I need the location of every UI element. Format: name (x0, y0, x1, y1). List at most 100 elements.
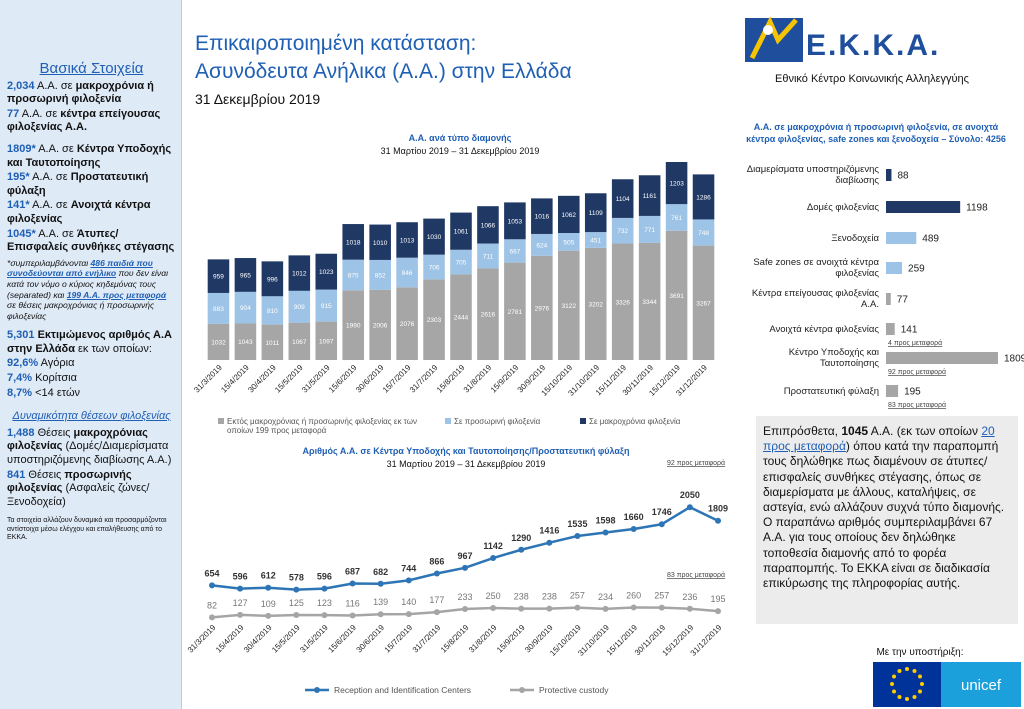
bar-segment (396, 287, 418, 360)
value-label: 1142 (483, 541, 503, 551)
point (518, 605, 525, 612)
legend-swatch (218, 418, 224, 424)
point (377, 580, 384, 587)
value-label: 1746 (652, 507, 672, 517)
value-label: 250 (486, 591, 501, 601)
bar-segment (638, 242, 661, 360)
text-run: ) όπου κατά την παραπομπή τους δηλώθηκε … (763, 439, 1005, 591)
text-run: που δεν είναι κατά τον νόμο ο κύριος κηδ… (7, 268, 169, 300)
value-label: 3202 (589, 301, 604, 308)
value-label: 177 (429, 595, 444, 605)
value-label: 1290 (511, 533, 531, 543)
value-label: 1198 (966, 203, 988, 214)
legend-item: Εκτός μακροχρόνιας ή προσωρινής φιλοξενί… (218, 417, 442, 435)
bar-segment (369, 259, 391, 290)
bar-segment (584, 247, 607, 360)
x-tick-label: 15/5/2019 (270, 623, 302, 655)
logo-icon (745, 16, 803, 62)
value-label: 705 (456, 260, 467, 267)
text-run: μακροχρόνιας φιλοξενίας (7, 426, 148, 453)
value-label: 257 (570, 591, 585, 601)
text-run: προσωρινής φιλοξενίας (7, 468, 132, 495)
value-label: 687 (345, 567, 360, 577)
bar-segment (638, 215, 661, 243)
note-label: 4 προς μεταφορά (888, 339, 942, 347)
sidebar-item: 141* Α.Α. σε Ανοιχτά κέντρα φιλοξενίας (7, 199, 176, 226)
value-label: 2006 (373, 322, 388, 329)
text-run: Ανοιχτά κέντρα φιλοξενίας (7, 199, 151, 225)
note-label: 92 προς μεταφορά (888, 368, 946, 376)
bar-segment (531, 198, 553, 234)
text-run: Άτυπες/Επισφαλείς συνθήκες στέγασης (7, 227, 175, 254)
value-label: 257 (654, 591, 669, 601)
sidebar-item: *συμπεριλαμβάνονται 486 παιδιά που συνοδ… (7, 258, 176, 322)
text-run: 1,488 (7, 426, 35, 439)
star (917, 674, 922, 679)
value-label: 667 (509, 248, 520, 255)
category-label: Ξενοδοχεία (831, 232, 879, 244)
text-run: 841 (7, 468, 26, 481)
legend-label: Εκτός μακροχρόνιας ή προσωρινής φιλοξενί… (227, 417, 417, 435)
bar-segment (450, 249, 472, 275)
point (462, 564, 468, 571)
bar-segment (665, 204, 688, 231)
value-label: 706 (429, 265, 440, 272)
bar-segment (450, 274, 472, 360)
value-label: 1809 (708, 504, 728, 514)
point (490, 605, 497, 611)
value-label: 1062 (562, 212, 577, 219)
value-label: 116 (345, 599, 359, 609)
value-label: 3122 (562, 303, 577, 310)
bar (886, 232, 917, 244)
bar-segment (342, 290, 364, 360)
category-label: Ανοιχτά κέντρα φιλοξενίας (769, 323, 879, 335)
text-run: 1045* (7, 227, 36, 240)
value-label: 2050 (680, 490, 700, 500)
unicef-text: unicef (961, 677, 1002, 694)
bar-segment (504, 202, 526, 240)
chart-subtitle: 31 Μαρτίου 2019 – 31 Δεκεμβρίου 2019 (381, 146, 540, 156)
bar-segment (692, 174, 715, 220)
legend-label: Σε προσωρινή φιλοξενία (454, 417, 541, 426)
legend-swatch (445, 418, 451, 424)
point (715, 608, 721, 615)
bar-segment (558, 250, 580, 360)
bar-segment (207, 292, 230, 324)
value-label: 125 (289, 598, 304, 608)
value-label: 596 (317, 572, 332, 582)
point (405, 611, 412, 618)
bar-segment (396, 222, 418, 258)
value-label: 909 (294, 304, 305, 311)
date: 31 Δεκεμβρίου 2019 (195, 91, 320, 107)
value-label: 1011 (265, 340, 279, 347)
sidebar-item: 195* Α.Α. σε Προστατευτική φύλαξη (7, 171, 176, 198)
value-label: 852 (375, 272, 386, 279)
bar (886, 169, 892, 181)
point (462, 605, 468, 612)
bar-segment (396, 257, 418, 288)
text-run: κέντρα επείγουσας φιλοξενίας Α.Α. (7, 107, 161, 134)
legend-label: Reception and Identification Centers (334, 685, 471, 695)
point (602, 529, 609, 536)
category-label: Κέντρα επείγουσας φιλοξενίας Α.Α. (751, 288, 879, 310)
bar-segment (342, 224, 364, 260)
value-label: 236 (682, 592, 697, 602)
bar-segment (288, 322, 311, 360)
text-run: Α.Α. σε (35, 227, 77, 240)
value-label: 123 (317, 598, 332, 608)
text-run: Τα στοιχεία αλλάζουν δυναμικά και προσαρ… (7, 517, 167, 542)
point (630, 604, 637, 611)
bar (886, 323, 895, 335)
sidebar-title: Βασικά Στοιχεία (39, 60, 144, 77)
value-label: 3344 (642, 299, 657, 306)
value-label: 77 (897, 295, 909, 306)
value-label: 109 (261, 599, 276, 609)
x-tick-label: 31/5/2019 (298, 623, 330, 655)
point (265, 612, 272, 619)
value-label: 139 (373, 597, 388, 607)
sidebar-item: 7,4% Κορίτσια (7, 372, 176, 386)
star (912, 694, 917, 699)
bar-segment (369, 289, 391, 360)
bar-segment (207, 323, 230, 360)
value-label: 965 (240, 272, 251, 279)
